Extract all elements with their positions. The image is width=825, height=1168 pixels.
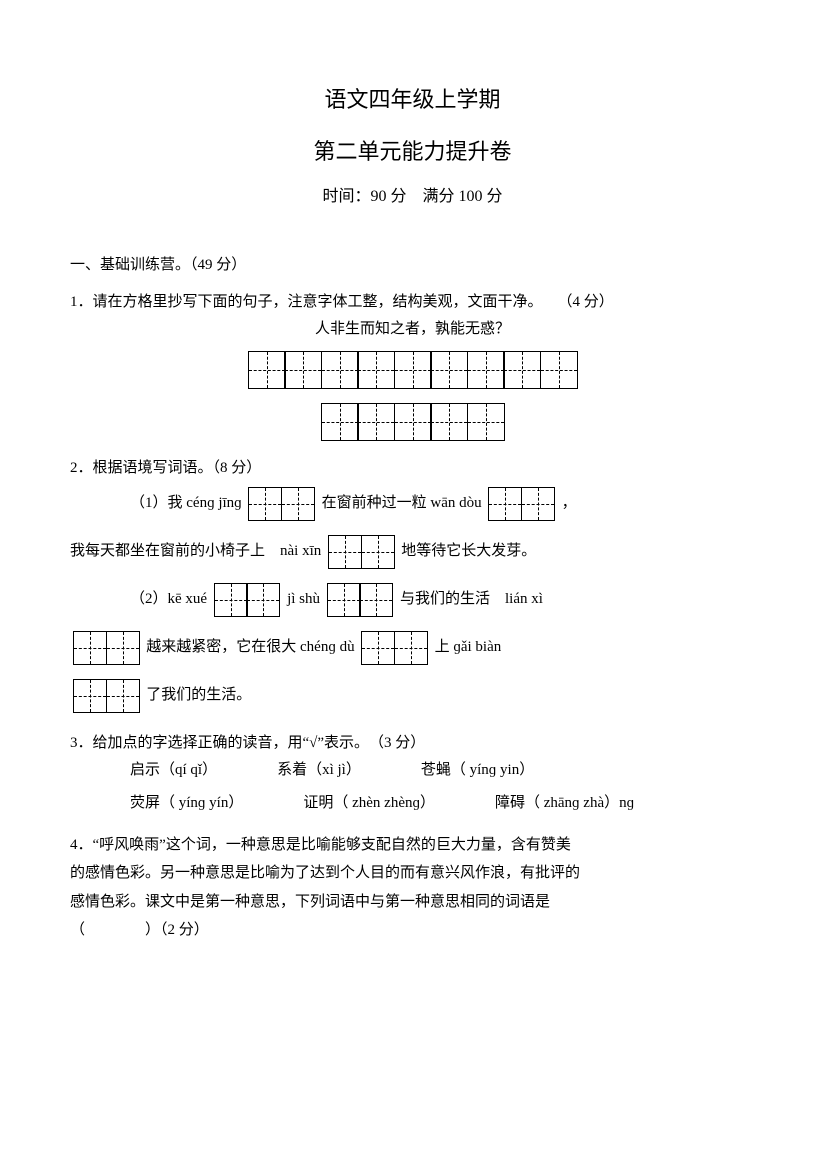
q4-line4: （ ）（2 分） [70, 916, 755, 945]
q2-p1-c: ， [562, 495, 577, 511]
q3-r2-b: 证明（ zhèn zhènɡ） [303, 790, 435, 817]
q2-p2-b: 地等待它长大发芽。 [401, 543, 536, 559]
question-3: 3．给加点的字选择正确的读音，用“√”表示。 （3 分） 启示（qí qǐ） 系… [70, 730, 755, 817]
q2-p1-b: 在窗前种过一粒 wān dòu [322, 495, 482, 511]
q1-sentence: 人非生而知之者，孰能无惑？ [70, 316, 755, 343]
question-2: 2．根据语境写词语。（8 分） （1）我 cénɡ jīnɡ 在窗前种过一粒 w… [70, 455, 755, 716]
tianzi-cell[interactable] [467, 351, 505, 389]
q2-prompt: 2．根据语境写词语。（8 分） [70, 455, 755, 482]
tianzi-cell[interactable] [430, 403, 468, 441]
tianzi-group[interactable] [361, 631, 428, 665]
q3-r2-a: 荧屏（ yínɡ yín） [130, 790, 243, 817]
tianzi-cell[interactable] [357, 403, 395, 441]
tianzi-group[interactable] [488, 487, 555, 521]
page-title-2: 第二单元能力提升卷 [70, 132, 755, 172]
tianzi-cell[interactable] [503, 351, 541, 389]
tianzi-cell[interactable] [321, 403, 359, 441]
q2-p3-c: 与我们的生活 lián xì [400, 591, 543, 607]
tianzi-group[interactable] [248, 487, 315, 521]
tianzi-cell[interactable] [394, 351, 432, 389]
q2-part1-line1: （1）我 cénɡ jīnɡ 在窗前种过一粒 wān dòu ， [70, 482, 755, 524]
q2-p3-b: jì shù [287, 591, 320, 607]
q4-line3: 感情色彩。课文中是第一种意思，下列词语中与第一种意思相同的词语是 [70, 888, 755, 917]
q3-r1-c: 苍蝇（ yínɡ yin） [421, 757, 534, 784]
q2-p2-a: 我每天都坐在窗前的小椅子上 nài xīn [70, 543, 321, 559]
q2-p3-a: （2）kē xué [130, 591, 207, 607]
tianzi-cell[interactable] [284, 351, 322, 389]
q2-p4-a: 越来越紧密，它在很大 chénɡ dù [146, 639, 354, 655]
tianzi-cell[interactable] [540, 351, 578, 389]
tianzi-cell[interactable] [321, 351, 359, 389]
q2-p4-b: 上 ɡǎi biàn [435, 639, 502, 655]
tianzi-cell[interactable] [357, 351, 395, 389]
tianzi-cell[interactable] [394, 403, 432, 441]
q2-part2-line1: （2）kē xué jì shù 与我们的生活 lián xì [70, 578, 755, 620]
q3-r1-b: 系着（xì jì） [277, 757, 361, 784]
question-4: 4．“呼风唤雨”这个词，一种意思是比喻能够支配自然的巨大力量，含有赞美 的感情色… [70, 831, 755, 945]
tianzi-group[interactable] [73, 631, 140, 665]
tianzi-cell[interactable] [467, 403, 505, 441]
q3-r1-a: 启示（qí qǐ） [130, 757, 217, 784]
tianzi-cell[interactable] [248, 351, 286, 389]
q4-line2: 的感情色彩。另一种意思是比喻为了达到个人目的而有意兴风作浪，有批评的 [70, 859, 755, 888]
tianzi-cell[interactable] [430, 351, 468, 389]
q3-prompt: 3．给加点的字选择正确的读音，用“√”表示。 （3 分） [70, 730, 755, 757]
q4-line1: 4．“呼风唤雨”这个词，一种意思是比喻能够支配自然的巨大力量，含有赞美 [70, 831, 755, 860]
q1-grid-row-2 [70, 403, 755, 441]
exam-meta: 时间：90 分 满分 100 分 [70, 183, 755, 212]
q3-r2-c: 障碍（ zhānɡ zhà）nɡ [495, 790, 634, 817]
page-title-1: 语文四年级上学期 [70, 80, 755, 120]
q2-part2-line3: 了我们的生活。 [70, 674, 755, 716]
q3-row-1: 启示（qí qǐ） 系着（xì jì） 苍蝇（ yínɡ yin） [70, 757, 755, 784]
tianzi-group[interactable] [328, 535, 395, 569]
q1-prompt: 1．请在方格里抄写下面的句子，注意字体工整，结构美观，文面干净。 （4 分） [70, 289, 755, 316]
q2-part2-line2: 越来越紧密，它在很大 chénɡ dù 上 ɡǎi biàn [70, 626, 755, 668]
q2-p1-a: （1）我 cénɡ jīnɡ [130, 495, 242, 511]
tianzi-group[interactable] [73, 679, 140, 713]
q1-grid-row-1 [70, 351, 755, 389]
question-1: 1．请在方格里抄写下面的句子，注意字体工整，结构美观，文面干净。 （4 分） 人… [70, 289, 755, 441]
q2-p5-a: 了我们的生活。 [146, 687, 251, 703]
tianzi-group[interactable] [214, 583, 281, 617]
tianzi-group[interactable] [327, 583, 394, 617]
q2-part1-line2: 我每天都坐在窗前的小椅子上 nài xīn 地等待它长大发芽。 [70, 530, 755, 572]
q3-row-2: 荧屏（ yínɡ yín） 证明（ zhèn zhènɡ） 障碍（ zhānɡ … [70, 790, 755, 817]
section-1-heading: 一、基础训练营。（49 分） [70, 252, 755, 279]
